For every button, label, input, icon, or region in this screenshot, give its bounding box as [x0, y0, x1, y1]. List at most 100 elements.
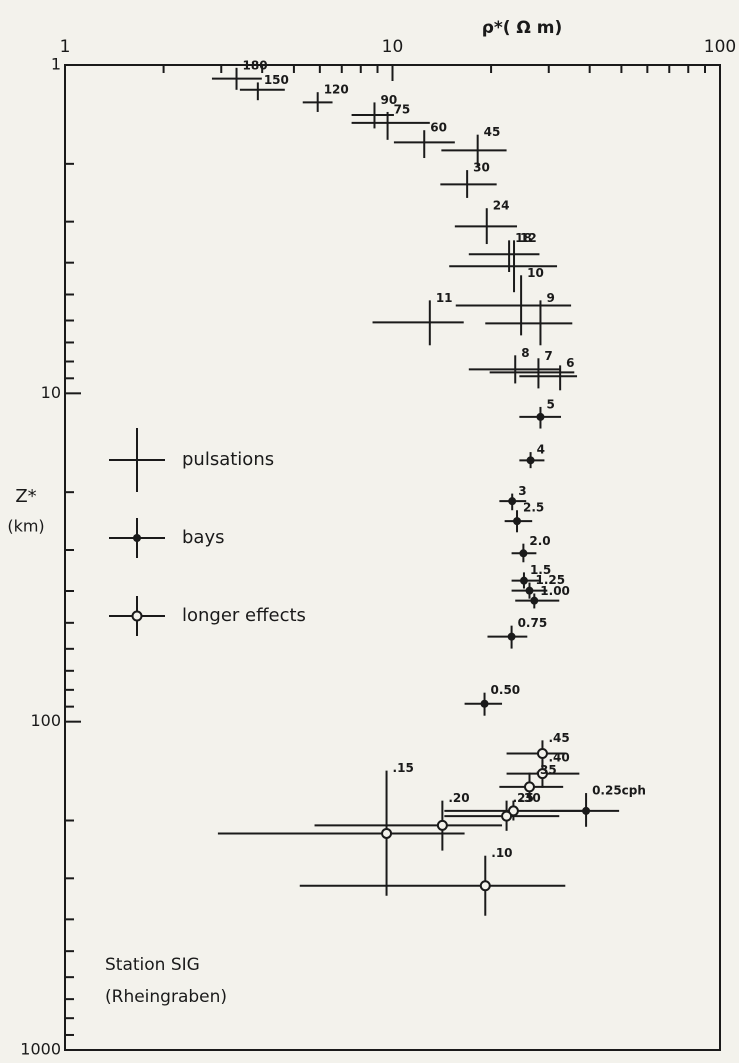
point-label: 1.00: [540, 584, 570, 598]
point-marker: [523, 781, 535, 793]
y-tick-label: 100: [30, 711, 61, 730]
data-point: .35: [499, 763, 564, 801]
point-label: .10: [491, 846, 512, 860]
point-label: 6: [566, 356, 574, 370]
point-label: .15: [393, 761, 414, 775]
legend-entry: longer effects: [109, 596, 306, 636]
point-label: 5: [546, 397, 554, 411]
data-point: 90: [351, 93, 397, 129]
legend-entry: pulsations: [109, 428, 274, 492]
data-point: .30: [444, 791, 585, 821]
point-label: 0.25cph: [592, 784, 646, 798]
data-point: 75: [351, 102, 430, 140]
data-point: .40: [506, 751, 580, 788]
point-label: 90: [380, 93, 397, 107]
point-label: 0.50: [491, 683, 521, 697]
data-point: 0.75: [487, 616, 548, 649]
data-point: 60: [393, 121, 455, 159]
point-label: .20: [448, 791, 469, 805]
legend-label: longer effects: [182, 605, 306, 626]
data-point: 1.00: [515, 584, 570, 609]
data-point: 10: [455, 266, 572, 336]
point-marker: [519, 576, 528, 585]
point-label: 12: [520, 231, 537, 245]
x-tick-label: 10: [382, 37, 404, 57]
data-point: 3: [499, 484, 527, 511]
data-point: 11: [372, 291, 464, 346]
data-point: .15: [217, 761, 465, 896]
x-tick-label: 1: [60, 37, 71, 57]
data-point: 0.50: [464, 683, 521, 716]
point-marker: [480, 699, 489, 708]
point-marker: [436, 819, 448, 831]
data-point: .25: [444, 791, 560, 831]
point-label: 1.25: [535, 573, 565, 587]
point-marker: [479, 880, 491, 892]
point-label: 10: [527, 266, 544, 280]
annotation: (Rheingraben): [105, 987, 227, 1007]
point-label: 18: [515, 231, 532, 245]
point-label: 75: [394, 102, 411, 116]
point-label: .45: [548, 731, 569, 745]
point-label: 24: [493, 199, 510, 213]
point-marker: [525, 586, 534, 595]
x-tick-label: 100: [704, 37, 736, 57]
data-point: 180: [211, 58, 268, 90]
point-marker: [507, 632, 516, 641]
point-marker: [501, 810, 513, 822]
point-label: 120: [324, 83, 349, 97]
data-point: 6: [519, 356, 578, 391]
data-point: 2.5: [504, 501, 544, 533]
point-label: 11: [436, 291, 453, 305]
point-label: 7: [544, 349, 552, 363]
data-point: 12: [449, 231, 558, 293]
plot-frame: [64, 64, 721, 1051]
point-label: .25: [513, 791, 534, 805]
legend-marker: [133, 534, 141, 542]
data-point: .10: [299, 846, 566, 916]
data-point: 45: [441, 125, 507, 166]
legend-label: bays: [182, 527, 225, 548]
point-label: 1.5: [530, 563, 551, 577]
point-marker: [519, 549, 528, 558]
data-point: 150: [239, 73, 289, 101]
point-label: 4: [537, 443, 545, 457]
point-label: 180: [243, 58, 268, 72]
point-label: 2.0: [529, 534, 550, 548]
y-axis-label: Z*: [15, 486, 36, 507]
legend-entry: bays: [109, 518, 225, 558]
point-label: .30: [519, 791, 540, 805]
y-tick-label: 1000: [20, 1040, 61, 1059]
data-point: .20: [314, 791, 503, 851]
point-marker: [582, 806, 591, 815]
data-point: 1.25: [511, 573, 565, 599]
point-marker: [381, 827, 393, 839]
y-axis-unit: (km): [7, 517, 44, 536]
data-point: .45: [506, 731, 570, 769]
point-label: .40: [548, 751, 569, 765]
data-point: 4: [519, 443, 545, 469]
point-label: 8: [521, 346, 529, 360]
point-label: 30: [473, 161, 490, 175]
data-point: 8: [468, 346, 561, 384]
point-marker: [536, 412, 545, 421]
data-point: 5: [519, 397, 562, 429]
point-label: 60: [430, 121, 447, 135]
x-axis-label: ρ*( Ω m): [482, 18, 563, 38]
data-point: 120: [302, 83, 349, 112]
point-marker: [536, 768, 548, 780]
annotation: Station SIG: [105, 955, 200, 975]
legend-marker: [131, 610, 143, 622]
point-label: 150: [264, 73, 289, 87]
point-label: 2.5: [523, 501, 544, 515]
data-point: 30: [440, 161, 497, 198]
point-label: .35: [535, 763, 556, 777]
data-point: 24: [454, 199, 518, 245]
point-marker: [508, 497, 517, 506]
point-label: 3: [518, 484, 526, 498]
point-marker: [513, 517, 522, 526]
point-label: 9: [546, 291, 554, 305]
point-label: 0.75: [518, 616, 548, 630]
legend-label: pulsations: [182, 449, 274, 470]
